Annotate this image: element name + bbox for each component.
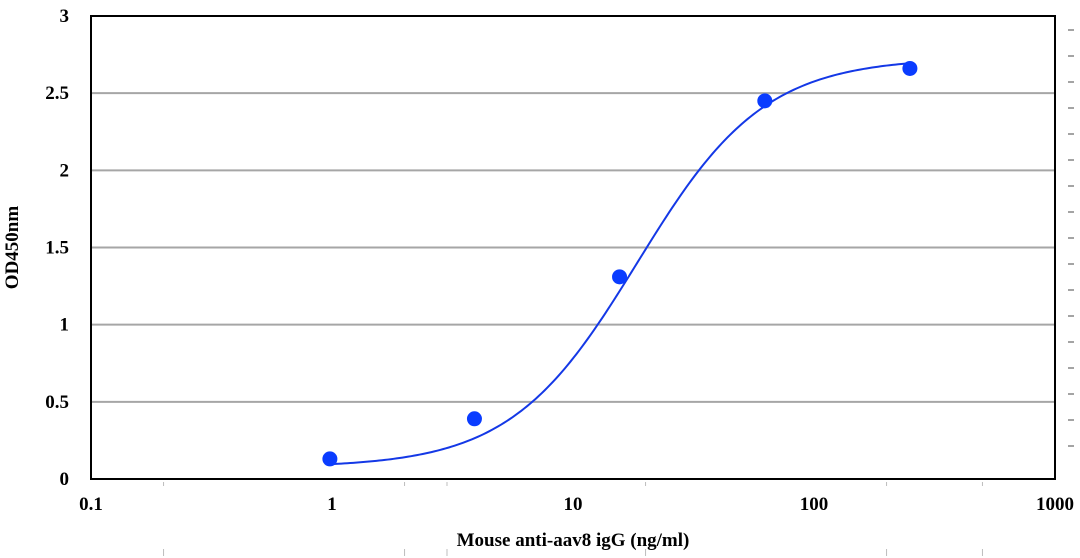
data-point [612,269,628,285]
plot-area-frame [90,15,1056,480]
y-tick-label: 2 [60,160,70,181]
y-tick-label: 2.5 [45,83,69,104]
y-axis-title: OD450nm [2,206,23,290]
x-tick-labels: 0.1 1 10 100 1000 [79,494,1074,515]
x-tick-label: 100 [800,494,829,515]
y-tick-labels: 0 0.5 1 1.5 2 2.5 3 [45,6,69,490]
x-tick-label: 0.1 [79,494,103,515]
x-tick-label: 10 [564,494,583,515]
y-tick-label: 0 [60,469,70,490]
right-edge-ticks [1068,29,1074,447]
bottom-minor-ticks [163,482,983,556]
y-tick-label: 0.5 [45,392,69,413]
data-point [322,451,338,467]
x-tick-label: 1 [327,494,337,515]
data-points [322,60,918,467]
x-tick-label: 1000 [1036,494,1074,515]
data-point [757,93,773,109]
y-tick-label: 1.5 [45,238,69,259]
data-point [466,411,482,427]
y-tick-label: 1 [60,315,70,336]
fit-curve [329,62,910,466]
y-tick-label: 3 [60,6,70,27]
gridlines [91,92,1055,403]
data-point [902,60,918,76]
x-axis-title: Mouse anti-aav8 igG (ng/ml) [457,530,690,551]
